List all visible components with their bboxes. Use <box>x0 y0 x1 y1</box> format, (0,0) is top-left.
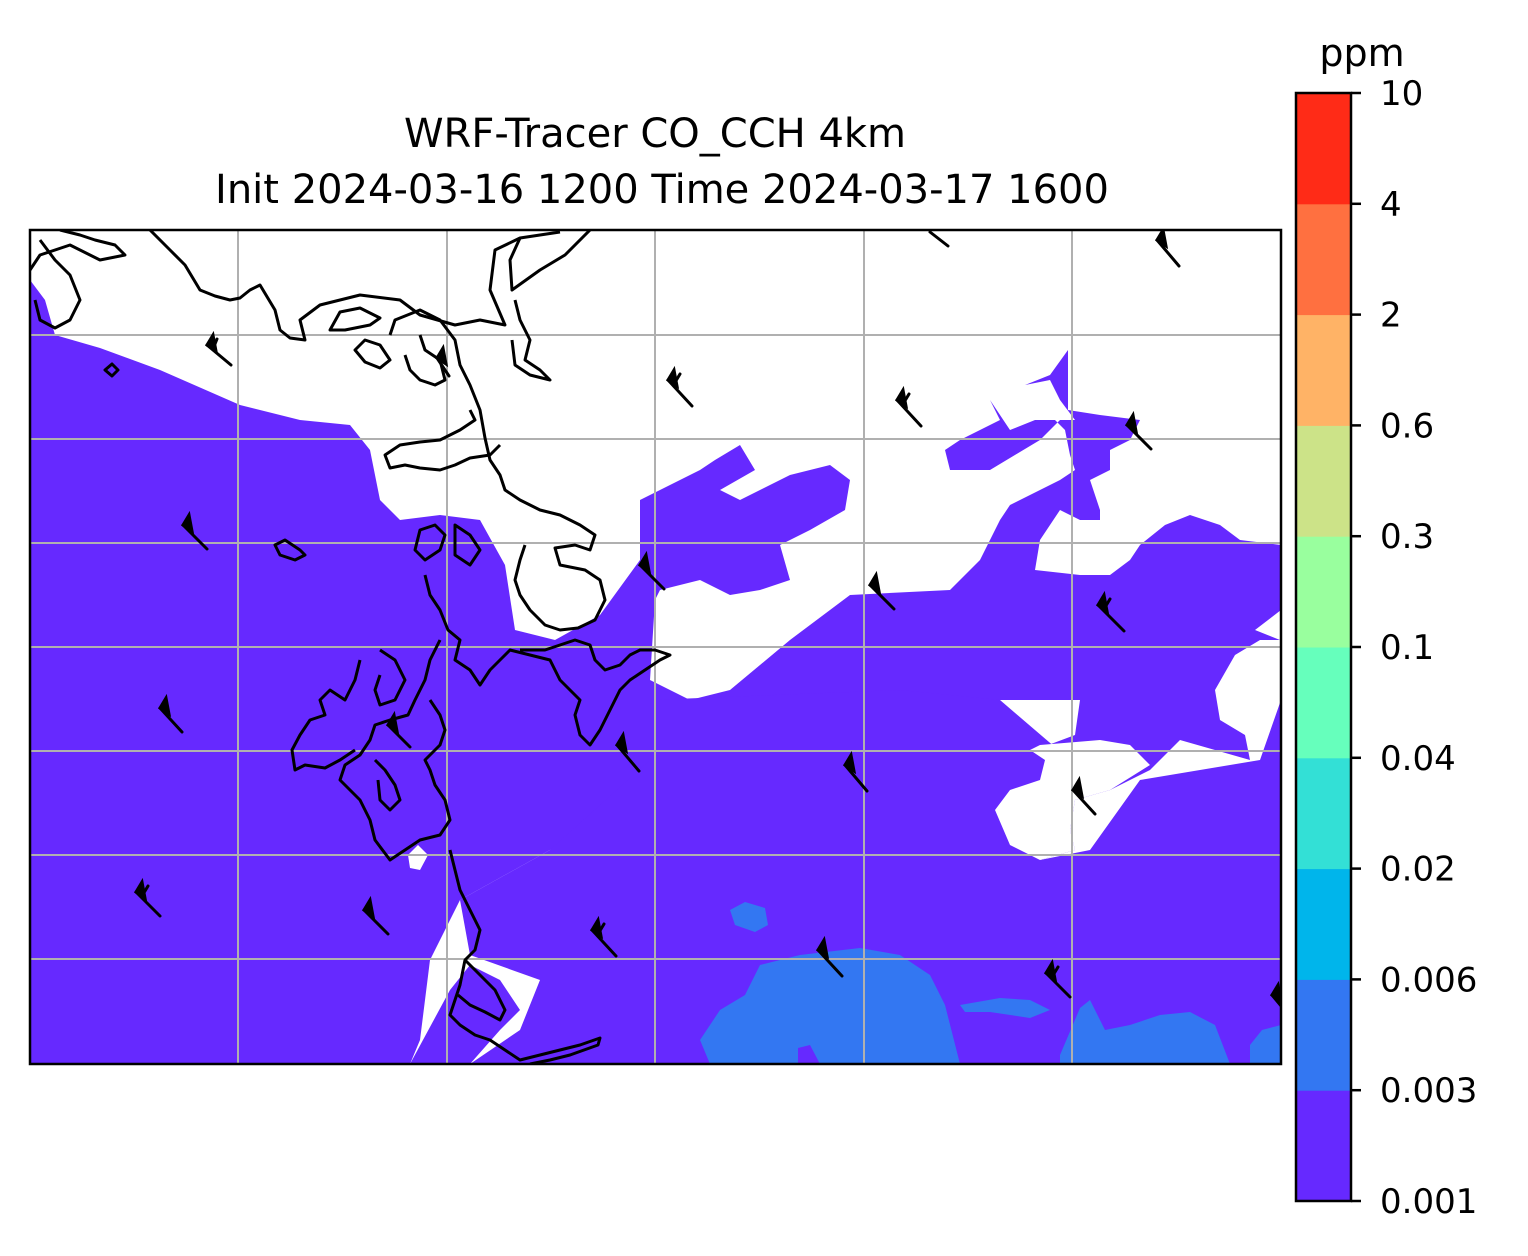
colorbar-tick-label: 0.04 <box>1380 739 1456 779</box>
tracer-fill-second <box>730 902 768 932</box>
colorbar-segment <box>1296 979 1351 1091</box>
wind-barb <box>589 915 618 958</box>
colorbar-tick-label: 0.001 <box>1380 1182 1477 1222</box>
gridlines <box>30 230 1281 1064</box>
wind-barb <box>1124 410 1153 451</box>
wind-barb <box>637 550 666 591</box>
tracer-fill-second <box>1250 1025 1281 1064</box>
wind-barb <box>867 570 896 611</box>
colorbar-segment <box>1296 314 1351 426</box>
title-line-1: WRF-Tracer CO_CCH 4km <box>404 111 906 157</box>
colorbar: ppm 0.001 0.003 0.006 0.02 0.04 0.1 0.3 0.6 2 4 10 <box>1294 31 1477 1222</box>
wind-barb <box>815 935 844 978</box>
wind-barb <box>385 710 412 749</box>
tracer-fill-lowest <box>460 690 1281 1064</box>
tracer-fill-second <box>960 998 1050 1018</box>
wind-barb <box>361 895 390 936</box>
colorbar-segment <box>1296 536 1351 648</box>
colorbar-tick-label: 2 <box>1380 296 1402 336</box>
colorbar-segment <box>1296 425 1351 537</box>
colorbar-tick-label: 0.02 <box>1380 850 1456 890</box>
wind-barb <box>434 343 451 378</box>
colorbar-segment <box>1296 93 1351 205</box>
title-line-2: Init 2024-03-16 1200 Time 2024-03-17 160… <box>215 167 1109 213</box>
tracer-fill-second <box>1060 1000 1230 1064</box>
tracer-gap <box>408 845 428 870</box>
colorbar-tick-label: 4 <box>1380 185 1402 225</box>
wind-barb <box>204 330 233 367</box>
colorbar-tick-label: 0.1 <box>1380 628 1434 668</box>
tracer-fill-lowest <box>30 280 1281 1064</box>
colorbar-tick-label: 0.003 <box>1380 1071 1477 1111</box>
colorbar-segments <box>1296 93 1351 1202</box>
colorbar-segment <box>1296 1090 1351 1202</box>
colorbar-tick-label: 0.3 <box>1380 517 1434 557</box>
wind-barb <box>665 365 694 408</box>
colorbar-tick-label: 0.006 <box>1380 960 1477 1000</box>
colorbar-tick-label: 10 <box>1380 74 1423 114</box>
wind-barbs <box>133 230 1281 1009</box>
wind-barb <box>894 385 923 428</box>
tracer-fill-second <box>700 948 960 1064</box>
wind-barb <box>180 510 209 551</box>
coastlines <box>30 230 672 1064</box>
wind-barb <box>157 693 184 734</box>
colorbar-unit-label: ppm <box>1319 31 1404 75</box>
map-panel <box>30 230 1281 1064</box>
wind-barb <box>1154 230 1181 268</box>
wind-barb <box>842 750 869 793</box>
colorbar-segment <box>1296 757 1351 870</box>
colorbar-segment <box>1296 647 1351 759</box>
wind-barb <box>1043 958 1072 999</box>
wind-barb <box>614 730 641 773</box>
colorbar-segment <box>1296 868 1351 980</box>
colorbar-segment <box>1296 203 1351 316</box>
wind-barb <box>1095 590 1126 633</box>
wind-barb <box>1070 775 1097 816</box>
map-frame <box>28 228 1283 1066</box>
wind-barb <box>133 877 162 918</box>
tracer-fill-lowest <box>410 965 520 1064</box>
colorbar-tick-label: 0.6 <box>1380 406 1434 446</box>
colorbar-ticks: 0.001 0.003 0.006 0.02 0.04 0.1 0.3 0.6 2 4 10 <box>1351 74 1477 1222</box>
